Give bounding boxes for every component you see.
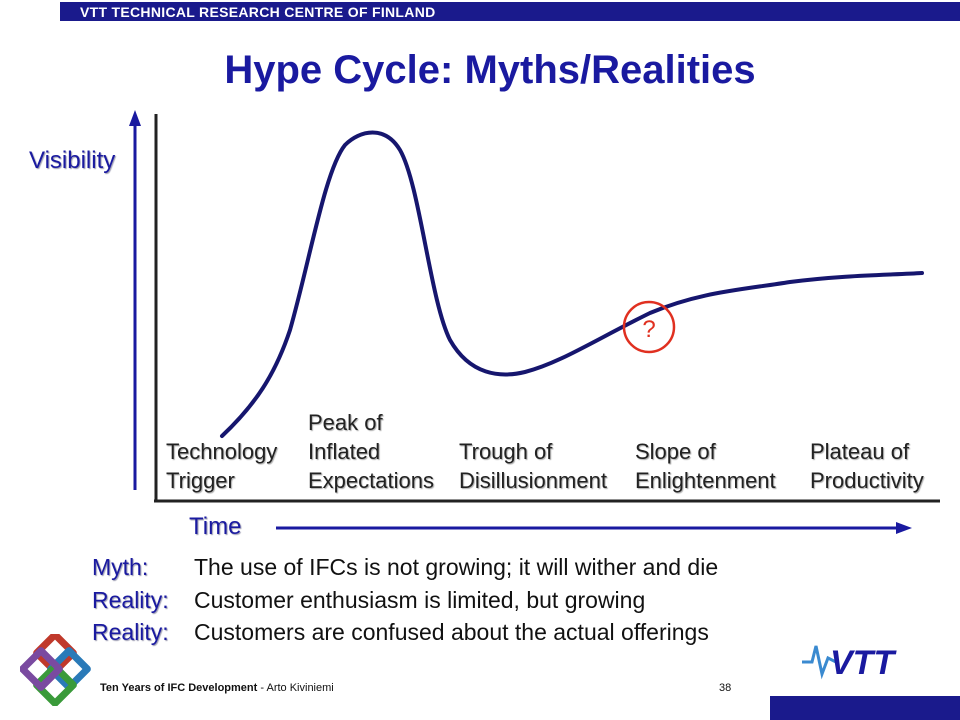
y-axis-label: Visibility [29, 147, 116, 174]
uncertainty-marker [622, 300, 676, 354]
footer-separator: - [257, 682, 267, 694]
footer-band-gap [770, 688, 960, 696]
header-bar: VTT TECHNICAL RESEARCH CENTRE OF FINLAND [0, 0, 960, 24]
phase-peak: Peak of Inflated Expectations [308, 410, 434, 493]
footer-band [770, 694, 960, 720]
statement-text: Customers are confused about the actual … [194, 619, 709, 645]
phase-technology-trigger: Technology Trigger [166, 439, 278, 493]
page-number: 38 [719, 682, 732, 694]
statement-text: Customer enthusiasm is limited, but grow… [194, 587, 646, 613]
footer-text: Ten Years of IFC Development - Arto Kivi… [100, 682, 334, 694]
time-arrowhead [896, 522, 912, 534]
footer-author: Arto Kiviniemi [266, 682, 334, 694]
visibility-arrowhead [129, 110, 141, 126]
statement-label: Myth: [92, 554, 149, 580]
header-band [60, 2, 960, 21]
vtt-logo-text: VTT [830, 644, 897, 682]
x-axis-label: Time [189, 513, 242, 540]
statement-label: Reality: [92, 619, 169, 645]
vtt-logo-wave [802, 645, 837, 680]
organization-name: VTT TECHNICAL RESEARCH CENTRE OF FINLAND [80, 4, 436, 20]
phase-plateau: Plateau of Productivity [810, 439, 924, 493]
ifc-logo [20, 634, 91, 706]
phase-trough: Trough of Disillusionment [459, 439, 607, 493]
vtt-logo: VTT [802, 644, 897, 682]
hype-curve [220, 130, 924, 438]
slide-title: Hype Cycle: Myths/Realities [224, 48, 756, 92]
footer-title: Ten Years of IFC Development [100, 682, 258, 694]
statement-label: Reality: [92, 587, 169, 613]
uncertainty-marker-text: ? [642, 316, 655, 343]
phase-slope: Slope of Enlightenment [635, 439, 776, 493]
statement-text: The use of IFCs is not growing; it will … [194, 554, 719, 580]
